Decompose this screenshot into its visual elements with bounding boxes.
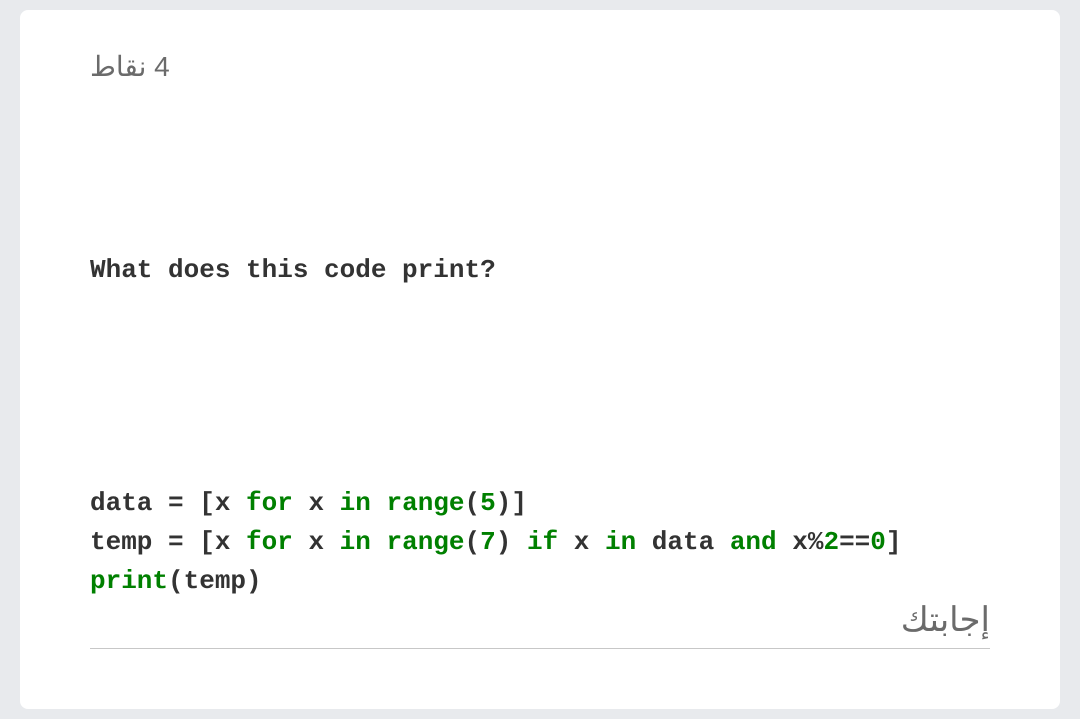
code-token: ( xyxy=(465,527,481,557)
code-token: for xyxy=(246,527,293,557)
code-token: temp xyxy=(90,527,168,557)
code-token: print xyxy=(90,566,168,596)
code-token xyxy=(371,488,387,518)
code-token: if xyxy=(527,527,558,557)
code-token: 0 xyxy=(870,527,886,557)
code-token: ) xyxy=(496,527,527,557)
code-line-1: temp = [x for x in range(7) if x in data… xyxy=(90,523,990,562)
code-token: data xyxy=(636,527,730,557)
question-title: What does this code print? xyxy=(90,251,990,290)
code-token: ] xyxy=(886,527,902,557)
code-token: = xyxy=(168,488,184,518)
points-label: 4 نقاط xyxy=(90,50,990,83)
code-token: range xyxy=(387,527,465,557)
question-card: 4 نقاط What does this code print? data =… xyxy=(20,10,1060,709)
code-token: )] xyxy=(496,488,527,518)
code-token: and xyxy=(730,527,777,557)
code-token: [x xyxy=(184,488,246,518)
code-token: x xyxy=(293,488,340,518)
code-token: 5 xyxy=(480,488,496,518)
code-token: x xyxy=(558,527,605,557)
answer-input-line[interactable] xyxy=(90,648,990,649)
code-token: [x xyxy=(184,527,246,557)
code-line-0: data = [x for x in range(5)] xyxy=(90,484,990,523)
code-token: in xyxy=(605,527,636,557)
code-token: for xyxy=(246,488,293,518)
code-token: in xyxy=(340,488,371,518)
code-token: == xyxy=(839,527,870,557)
code-token: data xyxy=(90,488,168,518)
code-line-2: print(temp) xyxy=(90,562,990,601)
code-token: x xyxy=(293,527,340,557)
code-token: (temp) xyxy=(168,566,262,596)
code-token: 2 xyxy=(823,527,839,557)
code-token: 7 xyxy=(480,527,496,557)
code-token: % xyxy=(808,527,824,557)
code-token: = xyxy=(168,527,184,557)
code-lines: data = [x for x in range(5)]temp = [x fo… xyxy=(90,484,990,601)
code-token xyxy=(371,527,387,557)
answer-section: إجابتك xyxy=(90,600,990,649)
answer-label: إجابتك xyxy=(90,600,990,648)
code-token: in xyxy=(340,527,371,557)
spacer xyxy=(90,368,990,406)
code-token: ( xyxy=(465,488,481,518)
code-token: x xyxy=(777,527,808,557)
code-token: range xyxy=(387,488,465,518)
